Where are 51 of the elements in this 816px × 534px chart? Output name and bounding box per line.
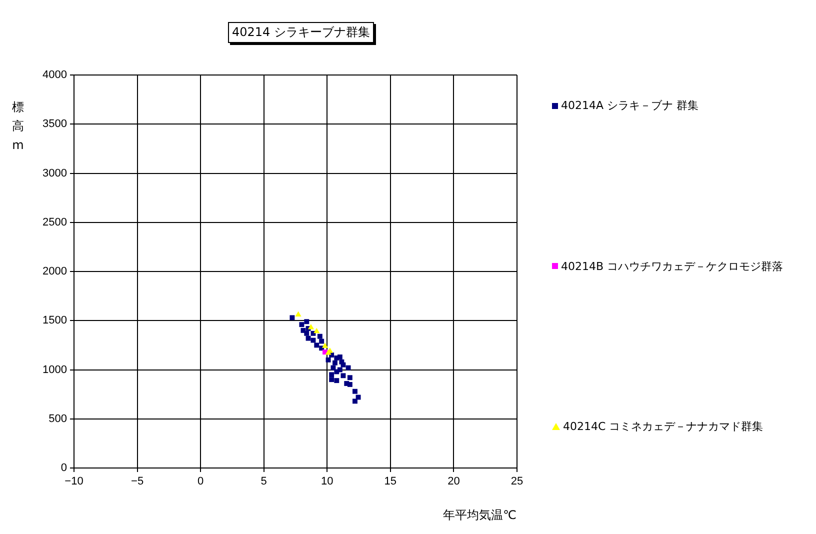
point [332,360,338,366]
x-tick-label: −5 [131,476,144,488]
point [346,365,351,370]
x-tick-label: 5 [260,476,267,488]
y-tick-label: 3500 [42,118,67,130]
point [310,338,316,343]
point [299,322,304,328]
point [317,334,322,339]
point [347,382,352,387]
y-tick-label: 3000 [42,167,67,180]
point [334,378,340,384]
point [347,375,352,380]
legend-label: 40214B コハウチワカェデ－ケクロモジ群落 [561,258,784,274]
x-tick-label: 20 [448,476,460,488]
y-tick-label: 2000 [42,266,67,278]
point [352,388,358,394]
point [314,342,320,348]
point [314,328,320,334]
x-tick-label: 15 [384,476,397,488]
chart-title: 40214 シラキーブナ群集 [228,22,374,43]
x-tick-label: 25 [510,476,524,488]
y-tick-label: 1000 [42,364,67,376]
point [340,362,346,368]
x-tick-label: −10 [64,476,84,488]
point [319,338,324,344]
y-tick-label: 4000 [42,69,67,82]
point [326,357,331,362]
y-tick-label: 2500 [42,216,67,228]
legend-label: 40214A シラキ－ブナ 群集 [561,98,699,113]
point [306,336,311,341]
y-tick-label: 0 [60,462,67,474]
point [308,324,314,330]
x-tick-label: 0 [198,476,204,488]
point [329,377,334,382]
y-tick-label: 1500 [42,314,67,327]
legend-label: 40214C コミネカェデ－ナナカマド群集 [563,419,764,434]
point [340,373,346,378]
point [352,398,358,404]
y-axis-title: 標高m [11,99,25,154]
y-tick-label: 500 [48,412,67,425]
point [334,369,340,374]
x-axis-title: 年平均気温℃ [443,507,516,524]
point [337,354,342,360]
point [329,372,334,378]
point [295,311,302,316]
point [290,315,295,320]
point [304,319,310,324]
x-tick-label: 10 [321,476,334,488]
point [322,342,328,348]
point [330,365,336,370]
point [304,330,310,336]
